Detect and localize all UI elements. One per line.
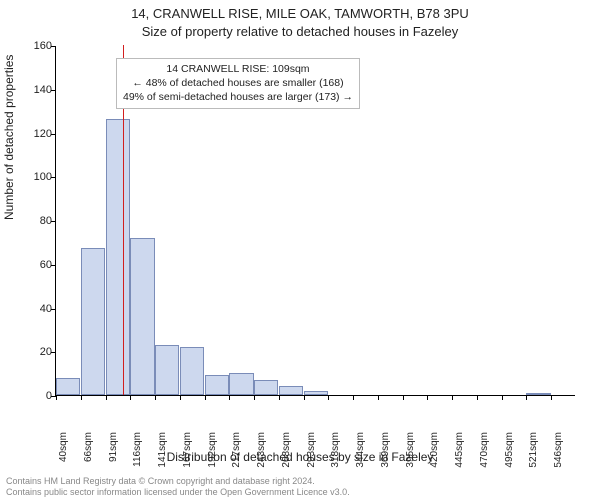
y-tick-label: 0: [24, 390, 52, 402]
y-tick-label: 120: [24, 128, 52, 140]
histogram-bar: [254, 380, 278, 395]
y-tick-label: 80: [24, 215, 52, 227]
histogram-bar: [229, 373, 253, 395]
histogram-bar: [56, 378, 80, 396]
y-tick-label: 140: [24, 84, 52, 96]
y-tick-label: 160: [24, 40, 52, 52]
annotation-box: 14 CRANWELL RISE: 109sqm← 48% of detache…: [116, 58, 360, 109]
annotation-line: 14 CRANWELL RISE: 109sqm: [123, 62, 353, 76]
footer-attribution: Contains HM Land Registry data © Crown c…: [6, 476, 350, 499]
y-tick-label: 100: [24, 171, 52, 183]
y-axis-label: Number of detached properties: [2, 55, 16, 220]
histogram-bar: [130, 238, 154, 396]
histogram-bar: [180, 347, 204, 395]
chart-title-address: 14, CRANWELL RISE, MILE OAK, TAMWORTH, B…: [0, 6, 600, 21]
histogram-bar: [155, 345, 179, 395]
histogram-bar: [106, 119, 130, 395]
annotation-line: 49% of semi-detached houses are larger (…: [123, 90, 353, 104]
histogram-bar: [279, 386, 303, 395]
footer-line1: Contains HM Land Registry data © Crown c…: [6, 476, 350, 487]
histogram-bar: [205, 375, 229, 395]
footer-line2: Contains public sector information licen…: [6, 487, 350, 498]
histogram-bar: [81, 248, 105, 395]
y-tick-label: 20: [24, 346, 52, 358]
annotation-line: ← 48% of detached houses are smaller (16…: [123, 76, 353, 90]
y-tick-label: 40: [24, 303, 52, 315]
histogram-plot: 02040608010012014016040sqm66sqm91sqm116s…: [55, 46, 575, 396]
histogram-bar: [526, 393, 550, 395]
x-axis-label: Distribution of detached houses by size …: [0, 450, 600, 464]
chart-title-desc: Size of property relative to detached ho…: [0, 24, 600, 39]
histogram-bar: [304, 391, 328, 395]
y-tick-label: 60: [24, 259, 52, 271]
